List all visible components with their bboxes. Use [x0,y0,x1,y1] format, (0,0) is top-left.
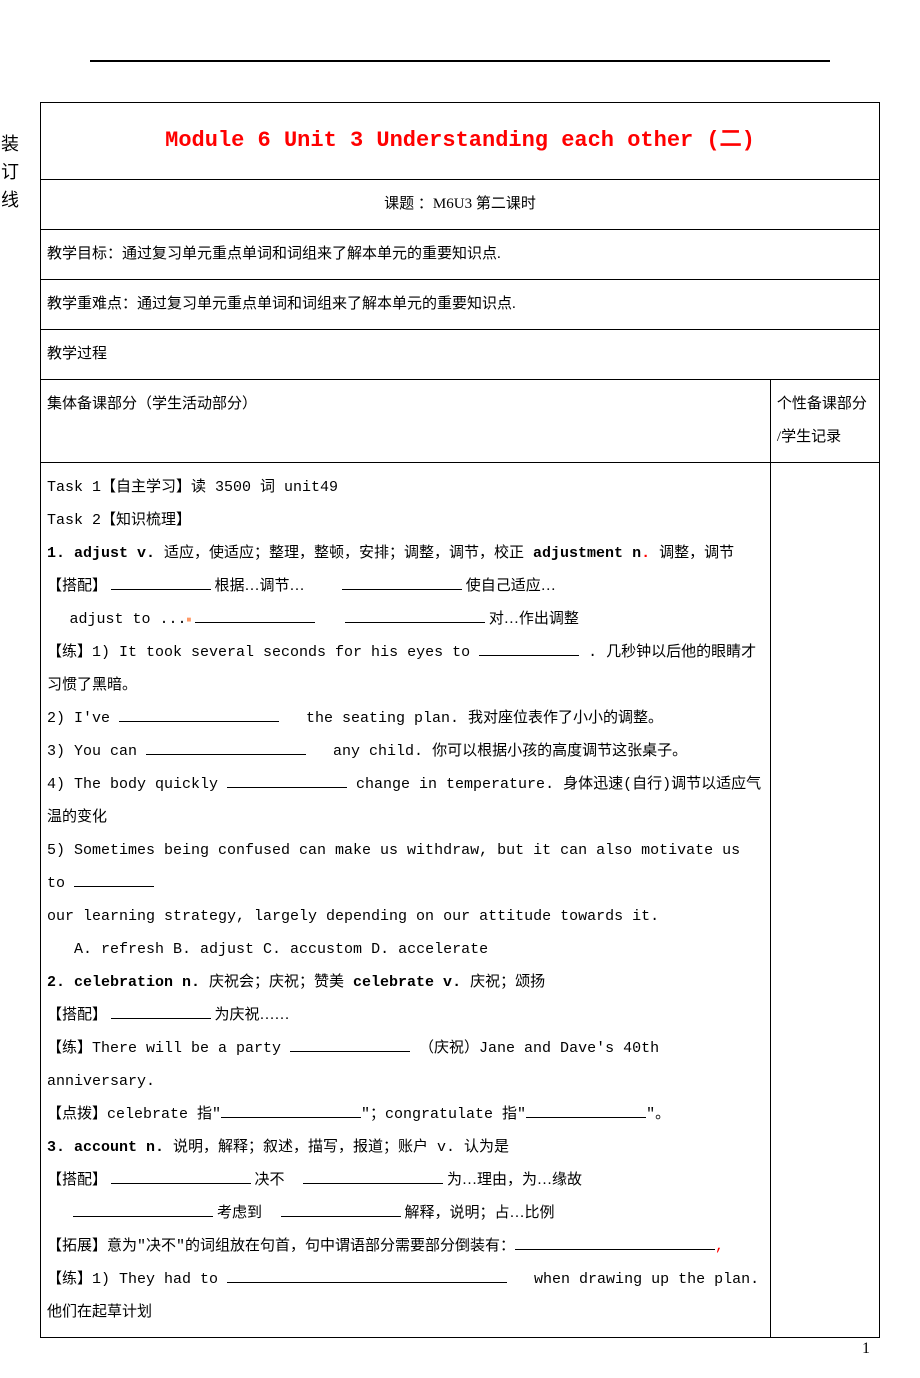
sec1-pair-row1: 【搭配】 根据…调节… 使自己适应… [47,578,556,594]
page-number: 1 [862,1340,870,1358]
sec1-ex5b: our learning strategy, largely depending… [47,908,659,925]
pair2-tail: 为…理由，为…缘故 [447,1172,582,1188]
sec3-pair-row2: 考虑到 解释，说明；占…比例 [47,1205,555,1221]
module-title: Module 6 Unit 3 Understanding each other… [165,128,755,153]
blank [281,1201,401,1217]
sec1-head: 1. adjust v. 适应，使适应；整理，整顿，安排；调整，调节，校正 ad… [47,545,734,562]
pair3-tail: 考虑到 [217,1205,262,1221]
title-cell: Module 6 Unit 3 Understanding each other… [41,103,880,180]
sec1-ex3: 3) You can any child. 你可以根据小孩的高度调节这张桌子。 [47,743,687,760]
blank [290,1036,410,1052]
sec1-ex5a: 5) Sometimes being confused can make us … [47,842,740,892]
goal-cell: 教学目标：通过复习单元重点单词和词组来了解本单元的重要知识点. [41,230,880,280]
blank [515,1234,715,1250]
ext-a: 【拓展】意为"决不"的词组放在句首，句中谓语部分需要部分倒装有： [47,1238,515,1255]
blank [111,574,211,590]
sec1-ex4: 4) The body quickly change in temperatur… [47,776,761,826]
blank [111,1168,251,1184]
pair3-pre: adjust to ... [70,611,187,628]
blank [221,1102,361,1118]
blank [526,1102,646,1118]
pair1-tail: 为庆祝…… [215,1007,290,1023]
task1: Task 1【自主学习】读 3500 词 unit49 [47,479,338,496]
notes-cell [770,463,879,1338]
sec3-ex1: 【练】1) They had to when drawing up the pl… [47,1271,759,1321]
sec3-pair-row1: 【搭配】 决不 为…理由，为…缘故 [47,1172,582,1188]
sec3-head: 3. account n. 说明，解释；叙述，描写，报道；账户 v. 认为是 [47,1139,509,1156]
sec2-tip: 【点拨】celebrate 指" "；congratulate 指" "。 [47,1106,670,1123]
blank [342,574,462,590]
blank [195,607,315,623]
pair2-tail: 使自己适应… [466,578,556,594]
pair4-tail: 解释，说明；占…比例 [405,1205,555,1221]
ex4a: 4) The body quickly [47,776,227,793]
blank [119,706,279,722]
blank [303,1168,443,1184]
ex3a: 3) You can [47,743,146,760]
difficulty-text: 教学重难点：通过复习单元重点单词和词组来了解本单元的重要知识点. [47,296,516,312]
sec1-ex5-opts: A. refresh B. adjust C. accustom D. acce… [47,941,488,958]
task2: Task 2【知识梳理】 [47,512,191,529]
goal-text: 教学目标：通过复习单元重点单词和词组来了解本单元的重要知识点. [47,246,501,262]
sec1-ex2: 2) I've the seating plan. 我对座位表作了小小的调整。 [47,710,663,727]
binding-c3: 线 [0,186,20,214]
blank [74,871,154,887]
ex1a: 1) It took several seconds for his eyes … [92,644,479,661]
pair3-tail: 对…作出调整 [489,611,579,627]
left-header-cell: 集体备课部分（学生活动部分） [41,380,771,463]
sec3-ext: 【拓展】意为"决不"的词组放在句首，句中谓语部分需要部分倒装有：, [47,1238,724,1255]
pair-label: 【搭配】 [47,1007,107,1023]
ex1a: 【练】1) They had to [47,1271,227,1288]
blank [227,772,347,788]
left-header: 集体备课部分（学生活动部分） [47,396,257,412]
tipb: "；congratulate 指" [361,1106,526,1123]
sec2-ex: 【练】There will be a party （庆祝）Jane and Da… [47,1040,659,1090]
right-header-cell: 个性备课部分 /学生记录 [770,380,879,463]
blank [146,739,306,755]
right-header-l2: /学生记录 [777,429,841,445]
process-cell: 教学过程 [41,330,880,380]
comma-red: , [715,1238,724,1255]
ex-label: 【练】 [47,644,92,661]
ex3b: any child. 你可以根据小孩的高度调节这张桌子。 [324,743,687,760]
pair-label: 【搭配】 [47,1172,107,1188]
blank [227,1267,507,1283]
ex2b: the seating plan. 我对座位表作了小小的调整。 [297,710,663,727]
pair1-tail: 根据…调节… [215,578,305,594]
binding-c2: 订 [0,158,20,186]
sec2-head: 2. celebration n. 庆祝会；庆祝；赞美 celebrate v.… [47,974,545,991]
ex2a: 2) I've [47,710,119,727]
top-rule [90,60,829,62]
process-text: 教学过程 [47,346,107,362]
difficulty-cell: 教学重难点：通过复习单元重点单词和词组来了解本单元的重要知识点. [41,280,880,330]
lesson-table: Module 6 Unit 3 Understanding each other… [40,102,880,1338]
page: 装 订 线 Module 6 Unit 3 Understanding each… [0,0,920,1378]
sec2-pair: 【搭配】 为庆祝…… [47,1007,290,1023]
sec1-pair-row2: adjust to ...■ 对…作出调整 [47,611,579,627]
subtitle: 课题 ：M6U3 第二课时 [384,196,536,212]
blank [345,607,485,623]
tipc: "。 [646,1106,670,1123]
binding-c1: 装 [0,130,20,158]
right-header-l1: 个性备课部分 [777,396,867,412]
tipa: 【点拨】celebrate 指" [47,1106,221,1123]
content-cell: Task 1【自主学习】读 3500 词 unit49 Task 2【知识梳理】… [41,463,771,1338]
sec1-ex1: 【练】1) It took several seconds for his ey… [47,644,756,694]
pair1-tail: 决不 [255,1172,285,1188]
blank [73,1201,213,1217]
opts-text: A. refresh B. adjust C. accustom D. acce… [74,941,488,958]
blank [111,1003,211,1019]
binding-label: 装 订 线 [0,130,20,214]
ex2a: 【练】There will be a party [47,1040,290,1057]
blank [479,640,579,656]
dot-icon: ■ [187,615,192,624]
subtitle-cell: 课题 ：M6U3 第二课时 [41,180,880,230]
pair-label: 【搭配】 [47,578,107,594]
